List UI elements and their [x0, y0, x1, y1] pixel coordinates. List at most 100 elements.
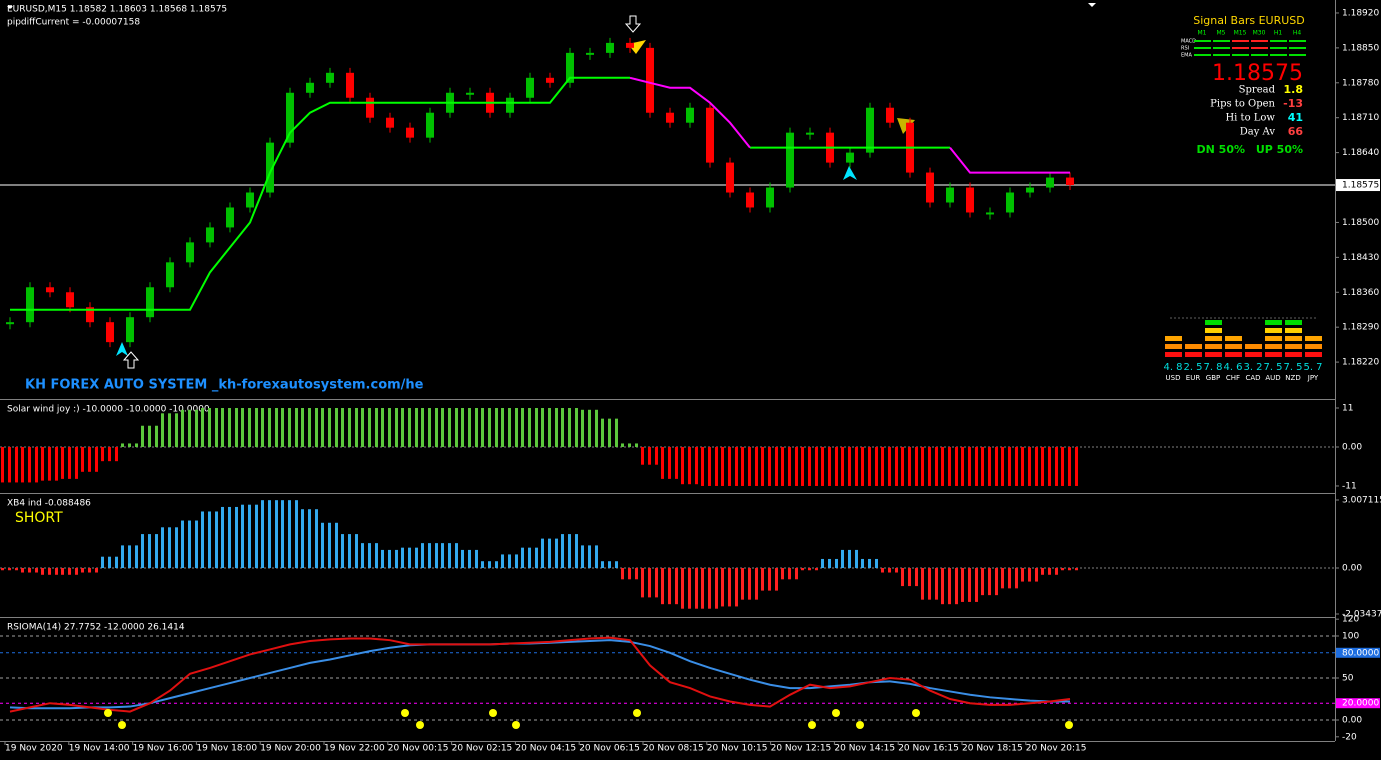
- histogram-bar: [461, 408, 464, 447]
- candle: [106, 322, 114, 343]
- histogram-bar: [288, 408, 291, 447]
- strength-value: 4. 8: [1163, 362, 1182, 373]
- histogram-bar: [928, 446, 931, 486]
- timeframe-label: H4: [1293, 30, 1302, 37]
- histogram-bar: [68, 568, 71, 575]
- histogram-bar: [108, 446, 111, 462]
- histogram-bar: [621, 443, 624, 447]
- strength-block: [1285, 344, 1302, 349]
- histogram-bar: [701, 568, 704, 609]
- histogram-bar: [975, 568, 978, 602]
- x-tick-label: 20 Nov 04:15: [515, 744, 576, 754]
- histogram-bar: [488, 408, 491, 447]
- histogram-bar: [601, 561, 604, 569]
- stat-label: Spread: [1239, 85, 1276, 96]
- histogram-bar: [455, 543, 458, 569]
- histogram-bar: [428, 408, 431, 447]
- histogram-bar: [875, 558, 878, 569]
- histogram-bar: [388, 408, 391, 447]
- solar-label: Solar wind joy :) -10.0000 -10.0000 -10.…: [7, 405, 210, 415]
- histogram-bar: [1041, 568, 1044, 575]
- histogram-bar: [821, 446, 824, 486]
- histogram-bar: [28, 446, 31, 483]
- strength-value: 3. 2: [1243, 362, 1262, 373]
- histogram-bar: [241, 504, 244, 569]
- histogram-bar: [575, 534, 578, 569]
- histogram-bar: [595, 545, 598, 569]
- histogram-bar: [108, 556, 111, 569]
- histogram-bar: [175, 413, 178, 447]
- histogram-bar: [55, 446, 58, 481]
- histogram-bar: [95, 568, 98, 573]
- histogram-bar: [308, 408, 311, 447]
- candle: [546, 77, 554, 83]
- x-tick-label: 20 Nov 10:15: [707, 744, 768, 754]
- histogram-bar: [568, 408, 571, 447]
- currency-label: JPY: [1307, 374, 1319, 382]
- strength-value: 7. 5: [1283, 362, 1302, 373]
- histogram-bar: [755, 568, 758, 600]
- y-tick-label: 0.00: [1342, 564, 1362, 574]
- histogram-bar: [1, 568, 4, 571]
- histogram-bar: [361, 408, 364, 447]
- histogram-bar: [1035, 446, 1038, 486]
- histogram-bar: [415, 547, 418, 569]
- histogram-bar: [748, 446, 751, 486]
- histogram-bar: [1061, 568, 1064, 571]
- histogram-bar: [581, 545, 584, 569]
- histogram-bar: [968, 568, 971, 602]
- histogram-bar: [715, 568, 718, 609]
- x-tick-label: 19 Nov 18:00: [196, 744, 257, 754]
- strength-value: 7. 8: [1203, 362, 1222, 373]
- candle: [926, 172, 934, 203]
- histogram-bar: [61, 446, 64, 479]
- histogram-bar: [381, 408, 384, 447]
- histogram-bar: [328, 522, 331, 569]
- strength-value: 5. 7: [1303, 362, 1322, 373]
- histogram-bar: [835, 446, 838, 486]
- strength-block: [1285, 328, 1302, 333]
- histogram-bar: [901, 446, 904, 486]
- histogram-bar: [888, 568, 891, 573]
- histogram-bar: [861, 446, 864, 486]
- histogram-bar: [495, 408, 498, 447]
- histogram-bar: [615, 418, 618, 447]
- histogram-bar: [808, 446, 811, 486]
- currency-label: AUD: [1265, 374, 1280, 382]
- histogram-bar: [941, 568, 944, 605]
- signal-dot: [633, 709, 641, 717]
- y-tick-label: 1.18220: [1342, 358, 1379, 368]
- histogram-bar: [68, 446, 71, 479]
- histogram-bar: [641, 568, 644, 598]
- histogram-bar: [201, 511, 204, 569]
- histogram-bar: [248, 408, 251, 447]
- y-tick-label: 1.18640: [1342, 148, 1379, 158]
- candle: [86, 307, 94, 323]
- histogram-bar: [555, 408, 558, 447]
- histogram-bar: [428, 543, 431, 569]
- histogram-bar: [908, 568, 911, 587]
- histogram-bar: [195, 520, 198, 569]
- candle: [1066, 177, 1074, 186]
- signal-dot: [118, 721, 126, 729]
- histogram-bar: [941, 446, 944, 486]
- histogram-bar: [1, 446, 4, 483]
- histogram-bar: [608, 561, 611, 569]
- y-tick-label: 1.18500: [1342, 218, 1379, 228]
- x-tick-label: 20 Nov 00:15: [388, 744, 449, 754]
- histogram-bar: [1041, 446, 1044, 486]
- candle: [666, 112, 674, 123]
- histogram-bar: [701, 446, 704, 486]
- candle: [126, 317, 134, 343]
- histogram-bar: [255, 504, 258, 569]
- info-price: 1.18575: [1212, 61, 1303, 86]
- candle: [26, 287, 34, 323]
- histogram-bar: [821, 558, 824, 569]
- histogram-bar: [541, 538, 544, 569]
- histogram-bar: [548, 538, 551, 569]
- histogram-bar: [155, 534, 158, 569]
- y-tick-label: 1.18290: [1342, 323, 1379, 333]
- histogram-bar: [528, 408, 531, 447]
- histogram-bar: [568, 534, 571, 569]
- histogram-bar: [435, 543, 438, 569]
